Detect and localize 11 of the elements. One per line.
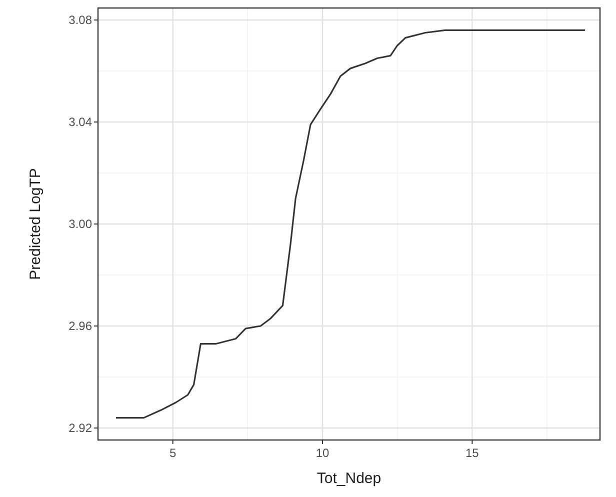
x-axis-title: Tot_Ndep — [316, 470, 382, 487]
line-series — [115, 29, 586, 419]
y-tick-label: 3.04 — [68, 114, 92, 129]
y-tick-label: 2.92 — [68, 421, 92, 436]
y-tick-label: 2.96 — [68, 319, 92, 334]
x-tick-label: 15 — [466, 446, 480, 460]
y-tick-label: 3.08 — [68, 12, 92, 27]
y-tick-label: 3.00 — [68, 217, 92, 231]
x-tick-label: 10 — [316, 446, 330, 460]
y-axis-title: Predicted LogTP — [27, 168, 44, 280]
x-tick-label: 5 — [169, 446, 176, 460]
